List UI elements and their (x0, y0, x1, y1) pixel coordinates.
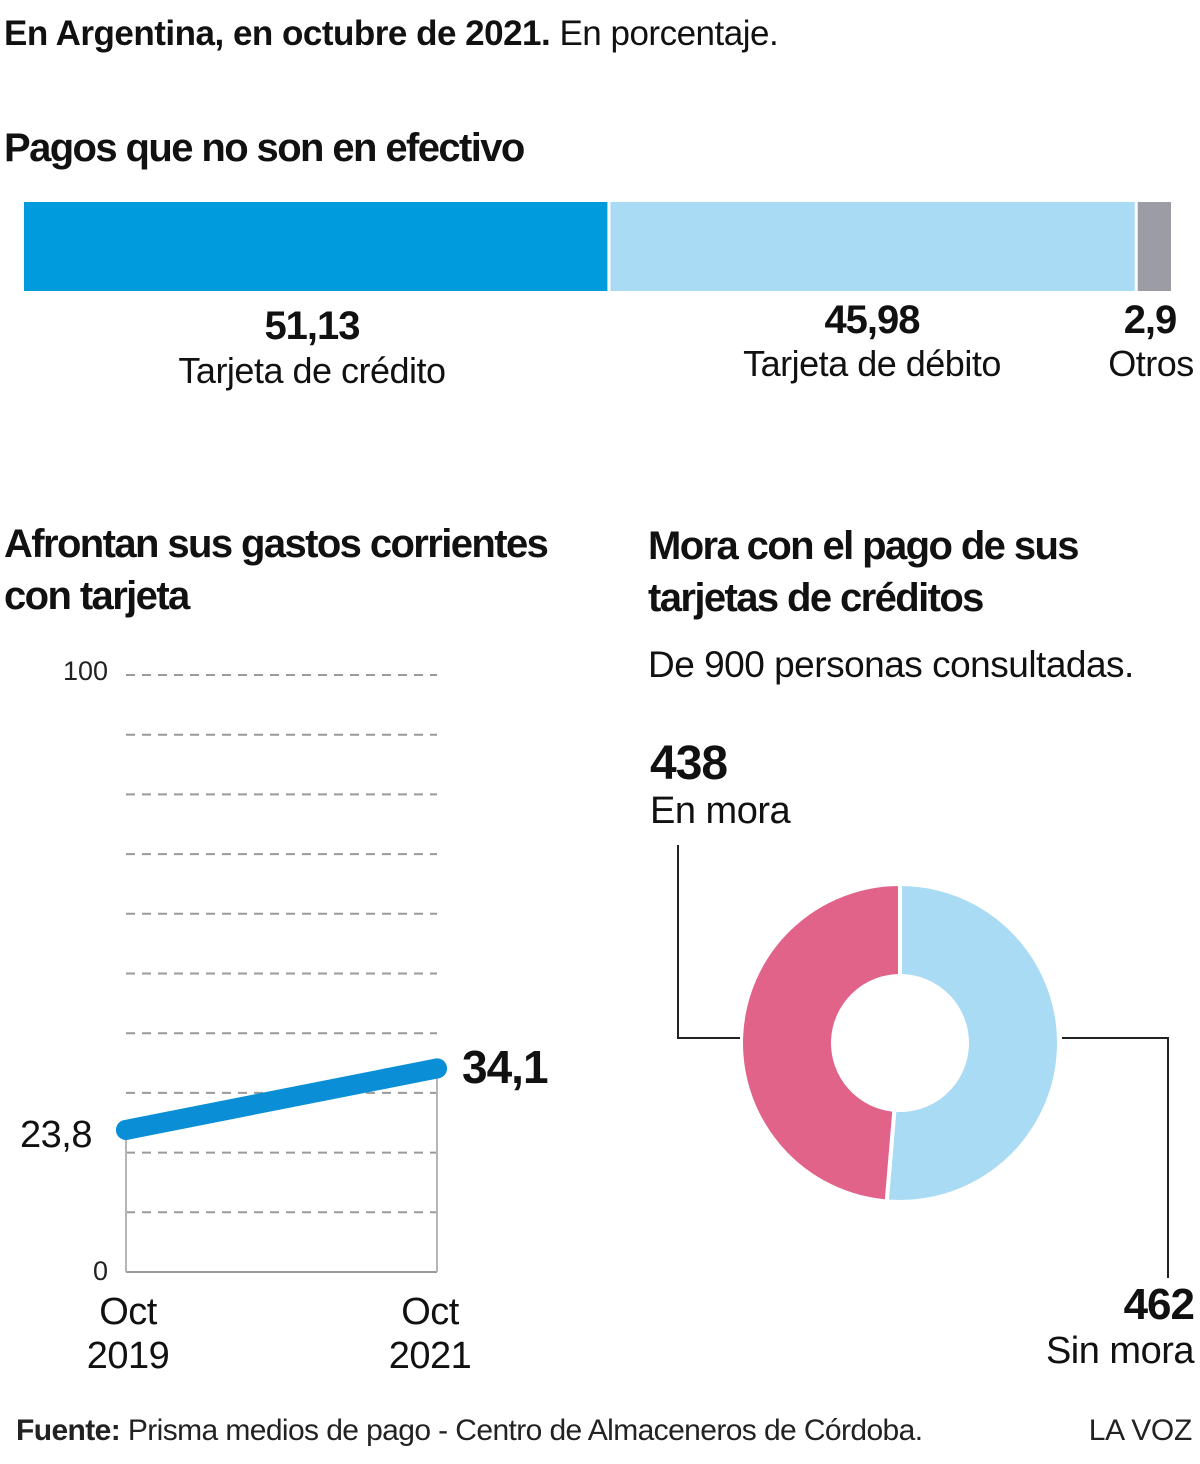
header-subtitle: En Argentina, en octubre de 2021. En por… (4, 14, 779, 54)
header-bold-text: En Argentina, en octubre de 2021. (4, 14, 551, 53)
debito-bar-segment (610, 202, 1135, 291)
x-tick-oct-2021: Oct 2021 (370, 1290, 490, 1378)
data-point (116, 1119, 136, 1140)
stacked-bar-chart (24, 202, 1171, 291)
debito-value-label: 45,98 (824, 298, 920, 342)
data-point (427, 1058, 447, 1079)
en-mora-leader-line (677, 845, 740, 1039)
series-line (116, 1058, 447, 1140)
x-tick-oct-2019: Oct 2019 (68, 1290, 188, 1378)
header-regular-text: En porcentaje. (550, 14, 779, 53)
otros-value-label: 2,9 (1123, 298, 1178, 342)
x-tick-year: 2019 (86, 1335, 170, 1377)
stacked-bar-title: Pagos que no son en efectivo (4, 126, 525, 170)
sin-mora-value-label: 462 (1123, 1280, 1195, 1329)
donut-chart-title: Mora con el pago de sus tarjetas de créd… (648, 524, 1080, 620)
source-label: Fuente: (16, 1414, 121, 1447)
en-mora-label: En mora (650, 790, 791, 832)
debito-label: Tarjeta de débito (743, 343, 1001, 384)
sin-mora-leader-line (1062, 1037, 1169, 1278)
line-chart-title: Afrontan sus gastos corrientes con tarje… (4, 522, 549, 618)
x-tick-month: Oct (99, 1291, 157, 1333)
y-tick-100: 100 (62, 656, 108, 686)
donut-chart-subtitle: De 900 personas consultadas. (648, 644, 1134, 685)
line-start-value-label: 23,8 (20, 1114, 92, 1156)
en-mora-value-label: 438 (650, 737, 728, 790)
otros-bar-segment (1137, 202, 1171, 291)
source-text: Prisma medios de pago - Centro de Almace… (120, 1414, 923, 1447)
donut-hole (832, 975, 968, 1111)
otros-label: Otros (1108, 343, 1194, 384)
y-tick-0: 0 (92, 1256, 108, 1286)
line-end-value-label: 34,1 (462, 1041, 549, 1093)
credito-bar-segment (24, 202, 608, 291)
brand-logo-text: LA VOZ (1088, 1414, 1193, 1447)
line-chart (116, 674, 447, 1273)
credito-label: Tarjeta de crédito (178, 350, 446, 391)
x-tick-month: Oct (401, 1291, 459, 1333)
sin-mora-label: Sin mora (1045, 1330, 1195, 1372)
credito-value-label: 51,13 (264, 304, 360, 348)
x-tick-year: 2021 (388, 1335, 472, 1377)
source-note: Fuente: Prisma medios de pago - Centro d… (16, 1414, 923, 1448)
